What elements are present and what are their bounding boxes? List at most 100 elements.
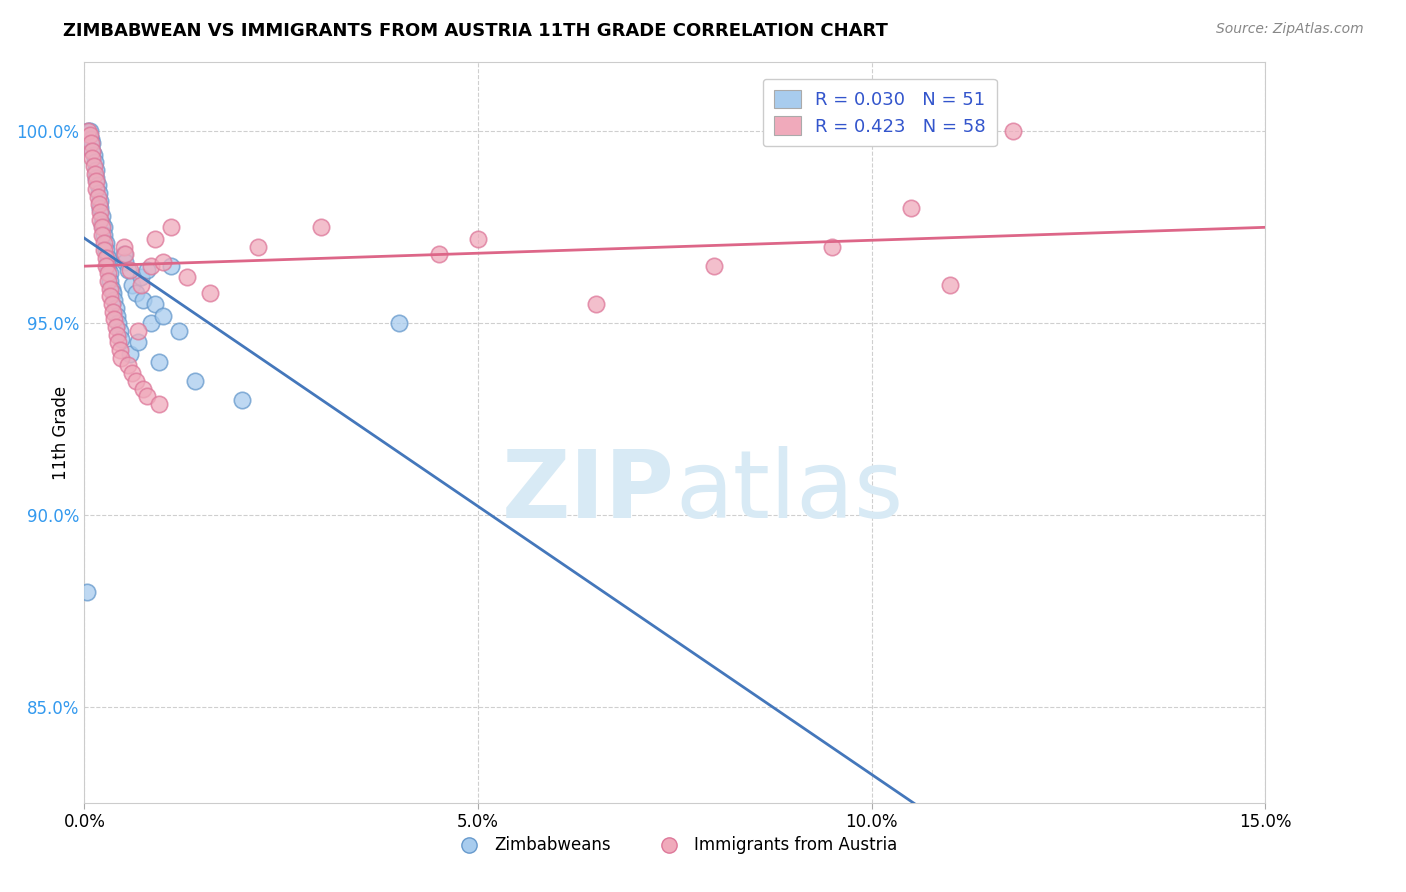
Point bbox=[89, 201, 111, 215]
Text: atlas: atlas bbox=[675, 446, 903, 538]
Point bbox=[160, 220, 183, 235]
Point bbox=[121, 277, 143, 292]
Point bbox=[309, 220, 332, 235]
Point bbox=[112, 247, 135, 261]
Point bbox=[87, 178, 110, 193]
Point bbox=[91, 217, 114, 231]
Point bbox=[82, 144, 104, 158]
Point bbox=[129, 270, 152, 285]
Point bbox=[118, 262, 141, 277]
Point bbox=[79, 136, 101, 150]
Point bbox=[90, 220, 112, 235]
Point bbox=[82, 136, 104, 150]
Point bbox=[167, 324, 190, 338]
Point bbox=[117, 262, 139, 277]
Point bbox=[427, 247, 450, 261]
Point bbox=[96, 244, 118, 258]
Text: ZIMBABWEAN VS IMMIGRANTS FROM AUSTRIA 11TH GRADE CORRELATION CHART: ZIMBABWEAN VS IMMIGRANTS FROM AUSTRIA 11… bbox=[63, 22, 889, 40]
Point bbox=[87, 197, 110, 211]
Point bbox=[77, 124, 100, 138]
Point bbox=[104, 301, 127, 315]
Point bbox=[97, 274, 120, 288]
Point bbox=[129, 277, 152, 292]
Point bbox=[107, 309, 129, 323]
Point bbox=[84, 182, 107, 196]
Point bbox=[118, 347, 141, 361]
Point bbox=[176, 270, 198, 285]
Point bbox=[87, 186, 110, 200]
Text: Source: ZipAtlas.com: Source: ZipAtlas.com bbox=[1216, 22, 1364, 37]
Point bbox=[93, 220, 115, 235]
Point bbox=[83, 155, 105, 169]
Point bbox=[83, 159, 105, 173]
Y-axis label: 11th Grade: 11th Grade bbox=[52, 385, 70, 480]
Point bbox=[107, 335, 129, 350]
Point bbox=[127, 335, 149, 350]
Point bbox=[98, 289, 121, 303]
Point bbox=[231, 392, 253, 407]
Point bbox=[110, 351, 132, 365]
Point bbox=[132, 293, 155, 308]
Point bbox=[127, 324, 149, 338]
Point bbox=[93, 228, 115, 243]
Point bbox=[101, 282, 124, 296]
Point bbox=[821, 239, 844, 253]
Point bbox=[79, 132, 101, 146]
Point bbox=[89, 205, 111, 219]
Point bbox=[939, 277, 962, 292]
Point bbox=[1002, 124, 1025, 138]
Point bbox=[96, 259, 118, 273]
Point bbox=[114, 247, 136, 261]
Point bbox=[87, 190, 110, 204]
Point bbox=[110, 332, 132, 346]
Point bbox=[112, 239, 135, 253]
Point bbox=[83, 167, 105, 181]
Point bbox=[89, 194, 111, 208]
Point bbox=[183, 374, 205, 388]
Point bbox=[900, 201, 922, 215]
Point bbox=[136, 262, 159, 277]
Point bbox=[114, 255, 136, 269]
Point bbox=[124, 374, 146, 388]
Point bbox=[103, 293, 125, 308]
Point bbox=[141, 316, 163, 330]
Point bbox=[246, 239, 269, 253]
Point bbox=[94, 251, 117, 265]
Point bbox=[93, 235, 115, 250]
Point bbox=[82, 152, 104, 166]
Point bbox=[94, 235, 117, 250]
Point bbox=[98, 274, 121, 288]
Point bbox=[97, 259, 120, 273]
Point bbox=[388, 316, 411, 330]
Point bbox=[148, 397, 170, 411]
Legend: Zimbabweans, Immigrants from Austria: Zimbabweans, Immigrants from Austria bbox=[446, 830, 904, 861]
Point bbox=[124, 285, 146, 300]
Point bbox=[160, 259, 183, 273]
Point bbox=[103, 285, 125, 300]
Point bbox=[97, 251, 120, 265]
Point bbox=[84, 162, 107, 177]
Point bbox=[79, 124, 101, 138]
Point bbox=[107, 316, 129, 330]
Point bbox=[97, 267, 120, 281]
Point bbox=[108, 343, 131, 358]
Point bbox=[93, 244, 115, 258]
Point bbox=[98, 282, 121, 296]
Point bbox=[467, 232, 489, 246]
Point bbox=[84, 174, 107, 188]
Point bbox=[121, 366, 143, 380]
Point bbox=[152, 309, 174, 323]
Point bbox=[103, 312, 125, 326]
Point bbox=[82, 144, 104, 158]
Point bbox=[98, 267, 121, 281]
Point bbox=[152, 255, 174, 269]
Point bbox=[143, 232, 166, 246]
Point bbox=[141, 259, 163, 273]
Point bbox=[91, 228, 114, 243]
Point bbox=[77, 124, 100, 138]
Point bbox=[90, 209, 112, 223]
Point bbox=[108, 324, 131, 338]
Point bbox=[136, 389, 159, 403]
Point bbox=[585, 297, 607, 311]
Point bbox=[104, 320, 127, 334]
